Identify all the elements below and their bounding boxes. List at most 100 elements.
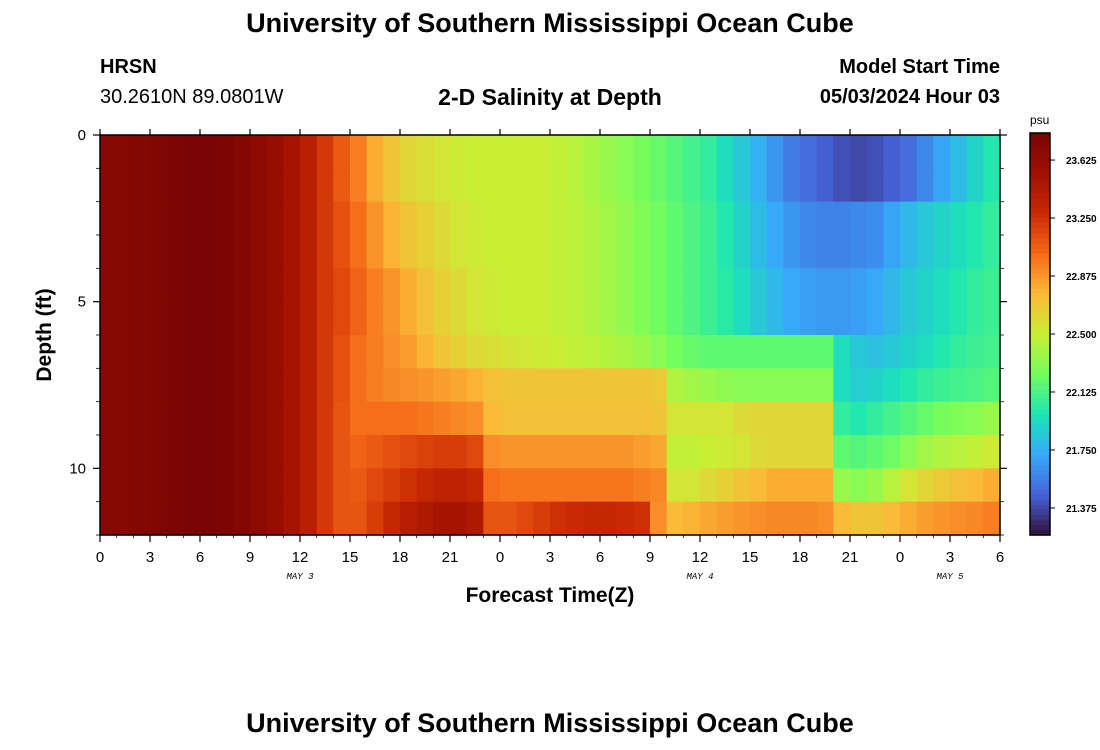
colorbar-segment bbox=[1030, 208, 1050, 214]
colorbar-segment bbox=[1030, 203, 1050, 209]
colorbar-segment bbox=[1030, 434, 1050, 441]
heatmap-cell bbox=[950, 435, 968, 469]
heatmap-cell bbox=[416, 268, 434, 303]
heatmap-cell bbox=[183, 268, 201, 303]
heatmap-cell bbox=[183, 468, 201, 503]
heatmap-cell bbox=[116, 435, 134, 469]
heatmap-cell bbox=[216, 401, 234, 436]
x-tick-label: 9 bbox=[646, 549, 654, 566]
heatmap-cell bbox=[483, 401, 501, 436]
heatmap-cell bbox=[316, 335, 334, 369]
heatmap-cell bbox=[366, 235, 384, 269]
heatmap-cell bbox=[283, 501, 301, 536]
heatmap-cell bbox=[116, 135, 134, 169]
heatmap-cell bbox=[133, 368, 151, 403]
heatmap-cell bbox=[416, 168, 434, 203]
heatmap-cell bbox=[200, 401, 218, 436]
colorbar-segment bbox=[1030, 379, 1050, 385]
colorbar-segment bbox=[1030, 469, 1050, 476]
heatmap-cell bbox=[366, 335, 384, 369]
heatmap-cell bbox=[683, 168, 701, 203]
heatmap-cell bbox=[233, 401, 251, 436]
heatmap-cell bbox=[200, 235, 218, 269]
heatmap-cell bbox=[133, 335, 151, 369]
station-coordinates: 30.2610N 89.0801W bbox=[100, 86, 284, 108]
heatmap-cell bbox=[633, 168, 651, 203]
heatmap-cell bbox=[300, 135, 318, 169]
heatmap-cell bbox=[533, 335, 551, 369]
heatmap-cell bbox=[433, 368, 451, 403]
x-tick-label: 12 bbox=[292, 549, 309, 566]
heatmap-cell bbox=[866, 335, 884, 369]
heatmap-cell bbox=[850, 468, 868, 503]
heatmap-cell bbox=[350, 268, 368, 303]
heatmap-cell bbox=[400, 335, 418, 369]
heatmap-cell bbox=[300, 268, 318, 303]
heatmap-cell bbox=[666, 168, 684, 203]
heatmap-cell bbox=[550, 201, 568, 236]
heatmap-cell bbox=[833, 368, 851, 403]
heatmap-cell bbox=[100, 435, 118, 469]
heatmap-cell bbox=[700, 201, 718, 236]
colorbar-segment bbox=[1030, 273, 1050, 280]
heatmap-cell bbox=[766, 435, 784, 469]
heatmap-cell bbox=[383, 468, 401, 503]
heatmap-cell bbox=[716, 401, 734, 436]
heatmap-cell bbox=[833, 235, 851, 269]
heatmap-cell bbox=[316, 401, 334, 436]
heatmap-cell bbox=[383, 435, 401, 469]
heatmap-cell bbox=[716, 301, 734, 336]
heatmap-cell bbox=[583, 335, 601, 369]
colorbar-segment bbox=[1030, 359, 1050, 365]
heatmap-cell bbox=[300, 401, 318, 436]
heatmap-cell bbox=[316, 135, 334, 169]
heatmap-cell bbox=[850, 201, 868, 236]
colorbar-segment bbox=[1030, 323, 1050, 330]
colorbar-segment bbox=[1030, 248, 1050, 255]
heatmap-cell bbox=[383, 268, 401, 303]
colorbar-segment bbox=[1030, 529, 1050, 536]
heatmap-cell bbox=[683, 335, 701, 369]
colorbar-segment bbox=[1030, 424, 1050, 431]
heatmap-cell bbox=[266, 235, 284, 269]
heatmap-cell bbox=[900, 135, 918, 169]
heatmap-cell bbox=[400, 168, 418, 203]
heatmap-cell bbox=[150, 235, 168, 269]
heatmap-cell bbox=[500, 401, 518, 436]
heatmap-cell bbox=[566, 135, 584, 169]
heatmap-cell bbox=[716, 501, 734, 536]
colorbar-segment bbox=[1030, 364, 1050, 370]
colorbar-segment bbox=[1030, 399, 1050, 405]
heatmap-cell bbox=[766, 135, 784, 169]
heatmap-cell bbox=[416, 435, 434, 469]
heatmap-cell bbox=[600, 468, 618, 503]
heatmap-cell bbox=[933, 235, 951, 269]
heatmap-cell bbox=[683, 435, 701, 469]
heatmap-cell bbox=[516, 368, 534, 403]
heatmap-cell bbox=[466, 268, 484, 303]
heatmap-cell bbox=[216, 335, 234, 369]
heatmap-cell bbox=[966, 235, 984, 269]
heatmap-cell bbox=[183, 501, 201, 536]
heatmap-cell bbox=[383, 368, 401, 403]
colorbar-segment bbox=[1030, 474, 1050, 481]
x-tick-label: 18 bbox=[792, 549, 809, 566]
heatmap-cell bbox=[233, 435, 251, 469]
heatmap-cell bbox=[466, 235, 484, 269]
heatmap-cell bbox=[466, 501, 484, 536]
x-tick-label: 6 bbox=[596, 549, 604, 566]
x-tick-label: 3 bbox=[946, 549, 954, 566]
heatmap-cell bbox=[700, 268, 718, 303]
heatmap-cell bbox=[566, 301, 584, 336]
heatmap-cell bbox=[416, 301, 434, 336]
page-title: University of Southern Mississippi Ocean… bbox=[246, 8, 854, 38]
heatmap-cell bbox=[816, 501, 834, 536]
heatmap-cell bbox=[750, 501, 768, 536]
heatmap-cell bbox=[150, 335, 168, 369]
heatmap-cell bbox=[683, 201, 701, 236]
heatmap-cell bbox=[450, 135, 468, 169]
heatmap-cell bbox=[466, 435, 484, 469]
heatmap-cell bbox=[900, 368, 918, 403]
heatmap-cell bbox=[300, 435, 318, 469]
heatmap-cell bbox=[416, 335, 434, 369]
